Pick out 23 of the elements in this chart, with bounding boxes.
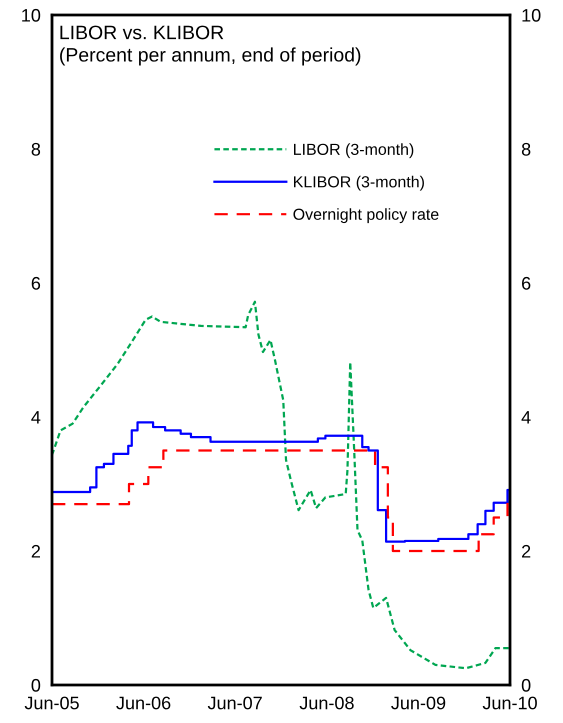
y2-tick-label: 6 <box>522 276 530 290</box>
legend-label: KLIBOR (3-month) <box>294 176 424 191</box>
x-tick-label: Jun-06 <box>116 696 170 710</box>
y2-tick-label: 4 <box>522 411 531 424</box>
y-tick-label: 10 <box>22 8 40 22</box>
text: LIBOR vs. KLIBOR (Percent per annum, end of period) <box>60 26 360 66</box>
x-tick-label: Jun-08 <box>300 696 354 710</box>
x-tick-label: Jun-05 <box>24 696 79 710</box>
y-tick-label: 6 <box>32 276 40 290</box>
y2-tick-label: 8 <box>522 142 530 156</box>
x-tick-label: Jun-10 <box>482 696 537 710</box>
legend-label: Overnight policy rate <box>293 208 438 224</box>
x-tick-label: Jun-09 <box>391 696 446 710</box>
y-tick-label: 0 <box>32 678 40 692</box>
y2-tick-label: 10 <box>522 8 540 22</box>
y-tick-label: 4 <box>31 411 40 424</box>
y-tick-label: 8 <box>32 142 40 156</box>
legend-label: LIBOR (3-month) <box>294 143 414 158</box>
x-tick-label: Jun-07 <box>208 696 262 710</box>
y2-tick-label: 0 <box>522 678 530 692</box>
y2-tick-label: 2 <box>522 544 530 558</box>
line-series <box>52 300 510 670</box>
y-tick-label: 2 <box>32 544 40 558</box>
